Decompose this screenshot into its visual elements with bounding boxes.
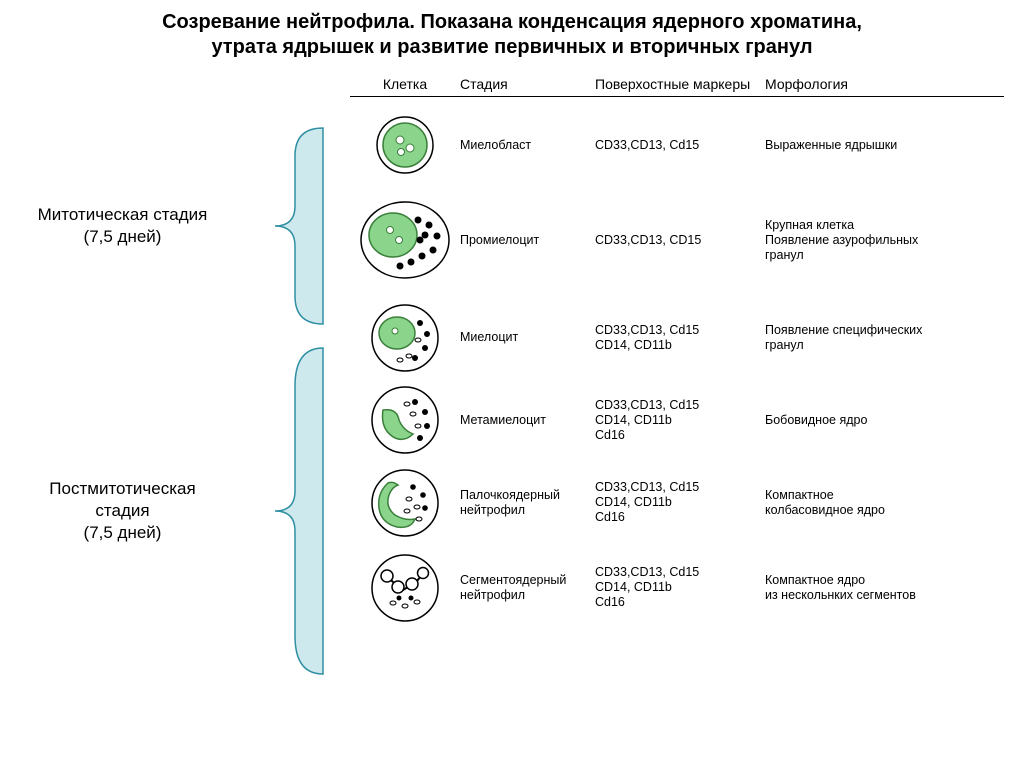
hdr-markers: Поверхостные маркеры [595,76,765,92]
markers-label: CD33,CD13, Cd15 CD14, CD11b [595,323,765,353]
cell-diagram-myelocyte [350,298,460,378]
markers-label: CD33,CD13, Cd15 CD14, CD11b Cd16 [595,398,765,443]
diagram-body: Митотическая стадия (7,5 дней) Постмитот… [20,76,1004,630]
table-row: Метамиелоцит CD33,CD13, Cd15 CD14, CD11b… [350,380,1004,460]
stage-label: Метамиелоцит [460,413,595,428]
markers-label: CD33,CD13, Cd15 CD14, CD11b Cd16 [595,565,765,610]
markers-label: CD33,CD13, Cd15 CD14, CD11b Cd16 [595,480,765,525]
hdr-stage: Стадия [460,76,595,92]
phase-postmitotic: Постмитотическая стадия (7,5 дней) [20,346,325,676]
table-row: Миелоцит CD33,CD13, Cd15 CD14, CD11b Поя… [350,295,1004,380]
phase-mitotic: Митотическая стадия (7,5 дней) [20,126,325,326]
morph-label: Крупная клетка Появление азурофильных гр… [765,218,1004,263]
cell-diagram-promyelocyte [350,190,460,290]
bracket-postmitotic [225,346,325,676]
phase-postmitotic-label: Постмитотическая стадия (7,5 дней) [20,478,225,544]
morph-label: Выраженные ядрышки [765,138,1004,153]
table-row: Сегментоядерный нейтрофил CD33,CD13, Cd1… [350,545,1004,630]
morph-label: Компактное ядро из нескольнких сегментов [765,573,1004,603]
hdr-morph: Морфология [765,76,1004,92]
phase-column: Митотическая стадия (7,5 дней) Постмитот… [20,76,330,630]
markers-label: CD33,CD13, Cd15 [595,138,765,153]
table-header: Клетка Стадия Поверхостные маркеры Морфо… [350,76,1004,97]
title-line-2: утрата ядрышек и развитие первичных и вт… [211,36,812,58]
morph-label: Появление специфических гранул [765,323,1004,353]
cell-diagram-band [350,463,460,543]
table-row: Палочкоядерный нейтрофил CD33,CD13, Cd15… [350,460,1004,545]
cell-diagram-myeloblast [350,110,460,180]
bracket-mitotic [225,126,325,326]
stage-label: Миелобласт [460,138,595,153]
stage-label: Палочкоядерный нейтрофил [460,488,595,518]
hdr-cell: Клетка [350,76,460,92]
stage-label: Промиелоцит [460,233,595,248]
morph-label: Компактное колбасовидное ядро [765,488,1004,518]
cell-diagram-segmented [350,548,460,628]
table-row: Миелобласт CD33,CD13, Cd15 Выраженные яд… [350,105,1004,185]
table-area: Клетка Стадия Поверхостные маркеры Морфо… [330,76,1004,630]
phase-mitotic-label: Митотическая стадия (7,5 дней) [20,204,225,248]
title-line-1: Созревание нейтрофила. Показана конденса… [162,11,862,33]
morph-label: Бобовидное ядро [765,413,1004,428]
diagram-title: Созревание нейтрофила. Показана конденса… [52,10,972,60]
cell-diagram-metamyelocyte [350,380,460,460]
markers-label: CD33,CD13, CD15 [595,233,765,248]
stage-label: Миелоцит [460,330,595,345]
stage-label: Сегментоядерный нейтрофил [460,573,595,603]
table-row: Промиелоцит CD33,CD13, CD15 Крупная клет… [350,185,1004,295]
